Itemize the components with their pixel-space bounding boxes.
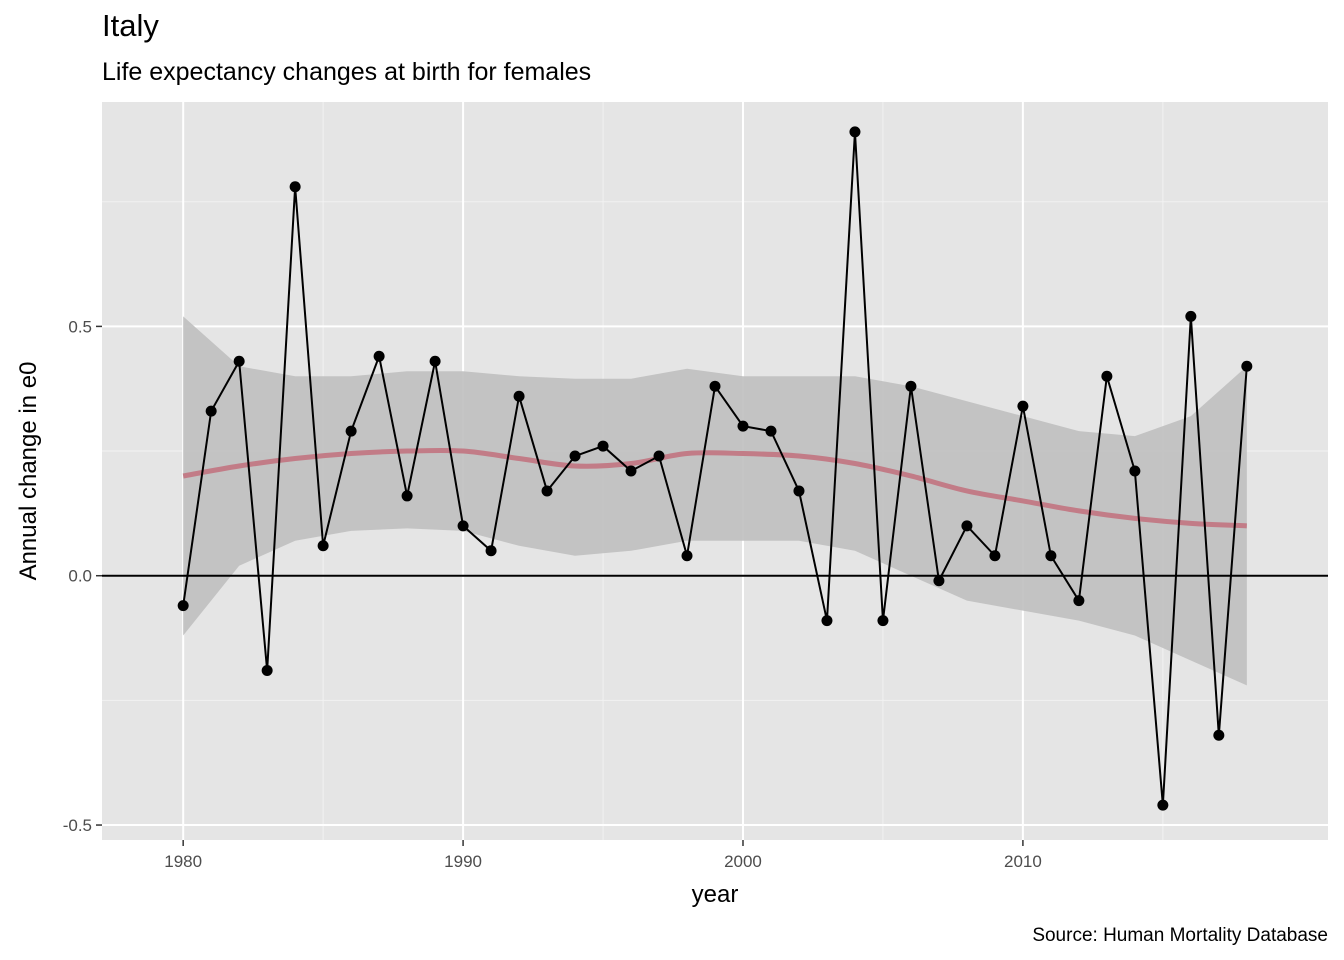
y-axis-title: Annual change in e0 <box>15 362 42 581</box>
data-point <box>737 420 749 432</box>
confidence-band-area <box>183 316 1247 686</box>
y-tick-label: -0.5 <box>63 816 92 835</box>
data-point <box>233 355 245 367</box>
data-point <box>625 465 637 477</box>
y-axis-ticks: -0.5 0.0 0.5 <box>63 317 102 835</box>
chart-caption: Source: Human Mortality Database <box>1032 925 1328 946</box>
data-point <box>793 485 805 497</box>
x-tick-label: 1990 <box>444 852 482 871</box>
data-point <box>681 550 693 562</box>
data-point <box>177 600 189 612</box>
confidence-band <box>183 316 1247 686</box>
data-point <box>1101 370 1113 382</box>
data-point <box>485 545 497 557</box>
data-point <box>905 380 917 392</box>
data-point <box>1213 729 1225 741</box>
data-point <box>317 540 329 552</box>
y-tick-label: 0.5 <box>68 317 92 336</box>
data-point <box>877 615 889 627</box>
data-point <box>513 390 525 402</box>
data-point <box>261 664 273 676</box>
x-tick-label: 2000 <box>724 852 762 871</box>
data-point <box>989 550 1001 562</box>
data-point <box>1017 400 1029 412</box>
smooth-curve <box>182 447 1247 529</box>
data-point <box>933 575 945 587</box>
data-point <box>373 350 385 362</box>
x-tick-label: 2010 <box>1004 852 1042 871</box>
data-point <box>541 485 553 497</box>
data-point <box>765 425 777 437</box>
x-axis-title: year <box>692 881 739 908</box>
data-points <box>177 126 1253 811</box>
y-tick-label: 0.0 <box>68 567 92 586</box>
data-point <box>401 490 413 502</box>
data-point <box>1157 799 1169 811</box>
x-axis-ticks: 1980 1990 2000 2010 <box>164 840 1042 871</box>
data-point <box>429 355 441 367</box>
data-point <box>1045 550 1057 562</box>
data-point <box>653 450 665 462</box>
chart-subtitle: Life expectancy changes at birth for fem… <box>102 58 592 86</box>
data-point <box>457 520 469 532</box>
data-point <box>345 425 357 437</box>
data-point <box>597 440 609 452</box>
x-tick-label: 1980 <box>164 852 202 871</box>
data-point <box>961 520 973 532</box>
data-point <box>709 380 721 392</box>
data-point <box>821 615 833 627</box>
smooth-trend-line <box>182 447 1247 529</box>
data-point <box>205 405 217 417</box>
data-point <box>849 126 861 138</box>
chart-title: Italy <box>102 8 159 43</box>
data-point <box>569 450 581 462</box>
data-point <box>1185 310 1197 322</box>
data-point <box>1073 595 1085 607</box>
data-point <box>1129 465 1141 477</box>
data-point <box>1241 360 1253 372</box>
data-point <box>289 181 301 193</box>
